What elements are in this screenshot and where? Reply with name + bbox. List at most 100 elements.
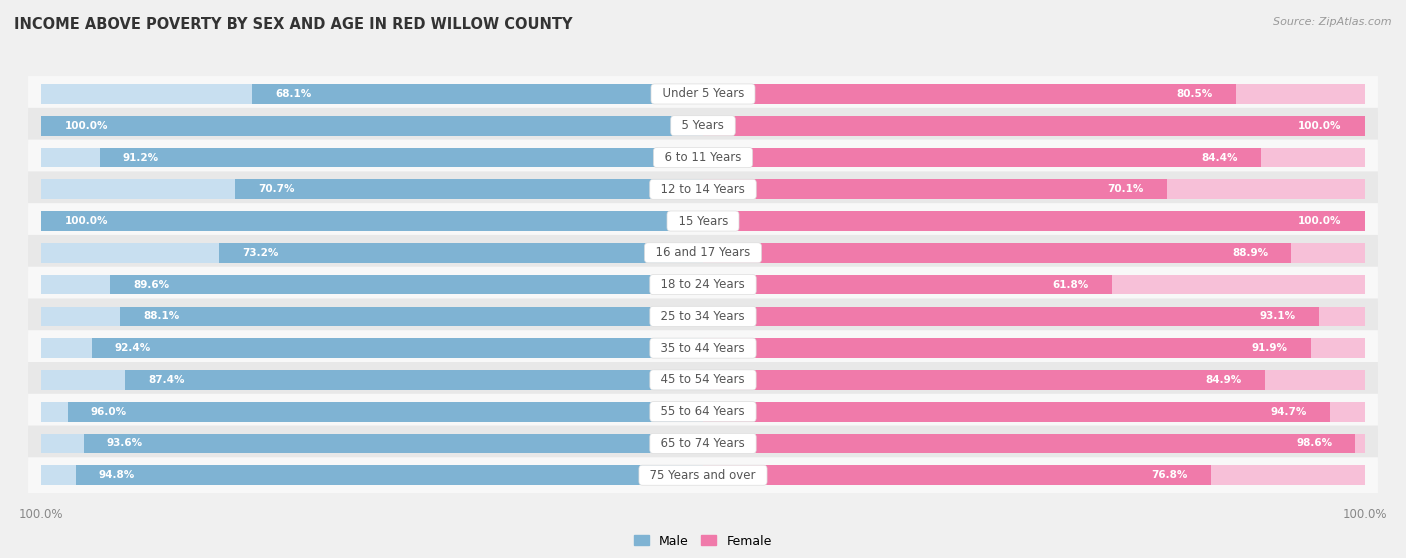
Bar — [703, 243, 1365, 263]
Legend: Male, Female: Male, Female — [630, 530, 776, 552]
Text: Under 5 Years: Under 5 Years — [655, 88, 751, 100]
Text: 73.2%: 73.2% — [242, 248, 278, 258]
Bar — [41, 180, 703, 199]
Bar — [76, 465, 703, 485]
Text: 65 to 74 Years: 65 to 74 Years — [654, 437, 752, 450]
Text: 76.8%: 76.8% — [1152, 470, 1188, 480]
Bar — [703, 148, 1261, 167]
Bar — [41, 148, 703, 167]
FancyBboxPatch shape — [28, 171, 1378, 207]
Bar — [41, 465, 703, 485]
Text: 75 Years and over: 75 Years and over — [643, 469, 763, 482]
Bar — [235, 180, 703, 199]
Text: 12 to 14 Years: 12 to 14 Years — [654, 183, 752, 196]
Bar — [219, 243, 703, 263]
Text: INCOME ABOVE POVERTY BY SEX AND AGE IN RED WILLOW COUNTY: INCOME ABOVE POVERTY BY SEX AND AGE IN R… — [14, 17, 572, 32]
Bar — [125, 370, 703, 389]
Text: 35 to 44 Years: 35 to 44 Years — [654, 341, 752, 355]
Text: 100.0%: 100.0% — [65, 216, 108, 226]
Bar — [84, 434, 703, 453]
Bar — [703, 84, 1365, 104]
Bar — [703, 434, 1365, 453]
Text: 100.0%: 100.0% — [1298, 121, 1341, 131]
Text: 68.1%: 68.1% — [276, 89, 312, 99]
Text: 93.1%: 93.1% — [1260, 311, 1296, 321]
Bar — [67, 402, 703, 421]
FancyBboxPatch shape — [28, 235, 1378, 271]
Bar — [41, 402, 703, 421]
Text: 84.4%: 84.4% — [1202, 152, 1239, 162]
Text: 87.4%: 87.4% — [148, 375, 184, 385]
Text: 70.7%: 70.7% — [259, 184, 295, 194]
FancyBboxPatch shape — [28, 299, 1378, 334]
Bar — [703, 243, 1291, 263]
Text: 94.8%: 94.8% — [98, 470, 135, 480]
Bar — [91, 338, 703, 358]
Bar — [41, 211, 703, 231]
Text: 5 Years: 5 Years — [675, 119, 731, 132]
Bar — [703, 370, 1265, 389]
Text: 45 to 54 Years: 45 to 54 Years — [654, 373, 752, 386]
Text: 6 to 11 Years: 6 to 11 Years — [657, 151, 749, 164]
Bar — [41, 116, 703, 136]
Bar — [41, 84, 703, 104]
Text: 88.1%: 88.1% — [143, 311, 180, 321]
Text: 16 and 17 Years: 16 and 17 Years — [648, 246, 758, 259]
FancyBboxPatch shape — [28, 426, 1378, 461]
Text: 18 to 24 Years: 18 to 24 Years — [654, 278, 752, 291]
Bar — [703, 148, 1365, 167]
Bar — [41, 338, 703, 358]
Bar — [703, 338, 1310, 358]
Bar — [41, 275, 703, 295]
Text: 92.4%: 92.4% — [115, 343, 150, 353]
Bar — [120, 306, 703, 326]
Bar — [253, 84, 703, 104]
FancyBboxPatch shape — [28, 76, 1378, 112]
Text: 91.2%: 91.2% — [122, 152, 159, 162]
Text: 91.9%: 91.9% — [1251, 343, 1288, 353]
Bar — [41, 434, 703, 453]
Text: 96.0%: 96.0% — [91, 407, 127, 417]
Bar — [41, 116, 703, 136]
FancyBboxPatch shape — [28, 203, 1378, 239]
Bar — [703, 84, 1236, 104]
Bar — [703, 211, 1365, 231]
Text: 70.1%: 70.1% — [1108, 184, 1143, 194]
Bar — [703, 306, 1319, 326]
Text: 100.0%: 100.0% — [65, 121, 108, 131]
FancyBboxPatch shape — [28, 108, 1378, 143]
Text: 88.9%: 88.9% — [1232, 248, 1268, 258]
FancyBboxPatch shape — [28, 330, 1378, 366]
Text: 55 to 64 Years: 55 to 64 Years — [654, 405, 752, 418]
Text: Source: ZipAtlas.com: Source: ZipAtlas.com — [1274, 17, 1392, 27]
Bar — [703, 306, 1365, 326]
Text: 15 Years: 15 Years — [671, 214, 735, 228]
Bar — [703, 434, 1355, 453]
Bar — [41, 243, 703, 263]
Bar — [703, 180, 1365, 199]
Text: 61.8%: 61.8% — [1053, 280, 1088, 290]
Bar — [703, 211, 1365, 231]
Text: 98.6%: 98.6% — [1296, 439, 1333, 449]
Bar — [703, 402, 1365, 421]
Bar — [703, 116, 1365, 136]
Text: 89.6%: 89.6% — [134, 280, 170, 290]
Bar — [703, 338, 1365, 358]
Bar — [703, 180, 1167, 199]
Bar — [703, 465, 1211, 485]
Bar — [110, 275, 703, 295]
Bar — [703, 465, 1365, 485]
Text: 80.5%: 80.5% — [1177, 89, 1212, 99]
Bar — [703, 116, 1365, 136]
Text: 25 to 34 Years: 25 to 34 Years — [654, 310, 752, 323]
FancyBboxPatch shape — [28, 458, 1378, 493]
Bar — [100, 148, 703, 167]
FancyBboxPatch shape — [28, 362, 1378, 398]
FancyBboxPatch shape — [28, 267, 1378, 302]
Bar — [703, 402, 1330, 421]
Text: 94.7%: 94.7% — [1270, 407, 1306, 417]
Text: 84.9%: 84.9% — [1205, 375, 1241, 385]
Bar — [703, 370, 1365, 389]
Bar — [703, 275, 1112, 295]
Bar — [41, 370, 703, 389]
